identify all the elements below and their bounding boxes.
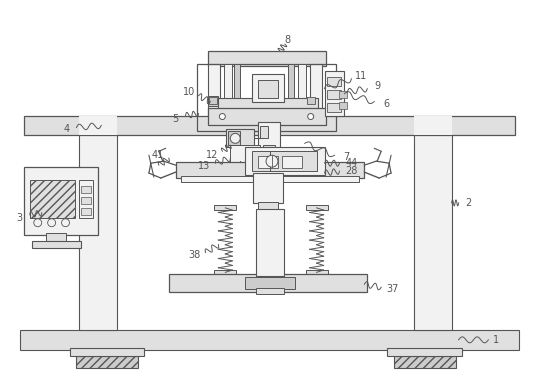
Bar bbox=[81, 186, 91, 193]
Bar bbox=[258, 156, 278, 168]
Bar bbox=[209, 51, 326, 66]
Bar bbox=[24, 116, 515, 135]
Circle shape bbox=[308, 113, 314, 119]
Bar bbox=[229, 131, 240, 145]
Text: 44: 44 bbox=[345, 158, 357, 168]
Circle shape bbox=[47, 219, 56, 227]
Text: 11: 11 bbox=[355, 71, 368, 81]
Bar bbox=[24, 167, 98, 235]
Bar bbox=[263, 145, 275, 155]
Bar bbox=[260, 126, 268, 138]
Bar bbox=[209, 107, 326, 125]
Bar bbox=[230, 145, 260, 163]
Bar bbox=[261, 216, 275, 225]
Bar bbox=[258, 122, 280, 148]
Bar bbox=[81, 197, 91, 204]
Bar bbox=[387, 348, 461, 356]
Bar bbox=[340, 91, 348, 98]
Bar bbox=[209, 96, 218, 106]
Bar bbox=[70, 348, 144, 356]
Bar bbox=[30, 180, 75, 218]
Bar bbox=[81, 208, 91, 215]
Text: 3: 3 bbox=[17, 213, 23, 223]
Bar bbox=[224, 64, 232, 104]
Bar bbox=[20, 330, 519, 350]
Bar bbox=[327, 90, 342, 99]
Bar bbox=[266, 153, 272, 160]
Bar bbox=[79, 180, 93, 218]
Text: 12: 12 bbox=[206, 150, 219, 160]
Bar bbox=[282, 156, 302, 168]
Bar bbox=[414, 116, 452, 135]
Bar bbox=[79, 116, 117, 135]
Bar bbox=[245, 147, 324, 175]
Circle shape bbox=[230, 134, 240, 143]
Bar bbox=[234, 64, 240, 104]
Bar bbox=[394, 356, 455, 368]
Bar bbox=[197, 64, 335, 131]
Text: 41: 41 bbox=[151, 150, 164, 160]
Bar bbox=[245, 277, 295, 289]
Text: 4: 4 bbox=[64, 125, 70, 134]
Bar bbox=[32, 241, 81, 248]
Text: 6: 6 bbox=[383, 98, 389, 109]
Bar bbox=[252, 151, 316, 171]
Bar bbox=[169, 274, 367, 292]
Text: 2: 2 bbox=[465, 198, 472, 208]
Bar bbox=[209, 64, 220, 116]
Bar bbox=[176, 162, 364, 178]
Bar bbox=[306, 205, 328, 210]
Bar bbox=[253, 173, 283, 203]
Text: 1: 1 bbox=[493, 335, 499, 345]
Bar bbox=[79, 131, 117, 330]
Bar bbox=[414, 131, 452, 330]
Bar bbox=[46, 233, 66, 242]
Bar bbox=[215, 205, 236, 210]
Bar bbox=[327, 103, 342, 112]
Text: 38: 38 bbox=[189, 251, 201, 260]
Bar bbox=[252, 74, 284, 101]
Bar bbox=[340, 101, 348, 109]
Text: 7: 7 bbox=[343, 152, 350, 162]
Circle shape bbox=[61, 219, 70, 227]
Bar bbox=[327, 77, 342, 86]
Bar bbox=[218, 98, 317, 110]
Bar bbox=[256, 288, 284, 294]
Bar bbox=[288, 64, 294, 104]
Text: 5: 5 bbox=[172, 113, 179, 123]
Bar bbox=[324, 71, 344, 116]
Bar bbox=[215, 270, 236, 276]
Bar bbox=[256, 209, 284, 276]
Text: 37: 37 bbox=[386, 284, 398, 294]
Bar bbox=[298, 64, 306, 104]
Circle shape bbox=[266, 155, 278, 167]
Bar bbox=[226, 129, 254, 147]
Circle shape bbox=[34, 219, 42, 227]
Text: 13: 13 bbox=[198, 161, 211, 171]
Bar bbox=[306, 270, 328, 276]
Text: 28: 28 bbox=[345, 166, 357, 176]
Bar bbox=[307, 97, 315, 104]
Bar bbox=[181, 176, 360, 182]
Bar bbox=[258, 202, 278, 218]
Bar bbox=[218, 96, 220, 106]
Circle shape bbox=[219, 113, 225, 119]
Text: 10: 10 bbox=[183, 87, 195, 97]
Text: 8: 8 bbox=[285, 35, 291, 45]
Bar bbox=[77, 356, 138, 368]
Text: 9: 9 bbox=[374, 81, 380, 91]
Bar bbox=[210, 97, 217, 104]
Bar bbox=[310, 64, 322, 116]
Bar bbox=[258, 80, 278, 98]
